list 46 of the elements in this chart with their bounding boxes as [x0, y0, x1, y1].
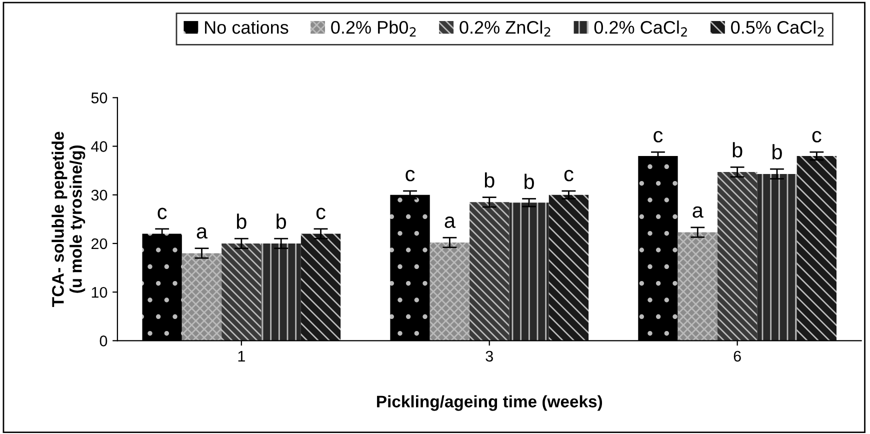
data-label: c [564, 170, 574, 182]
bar [717, 172, 758, 341]
bar [509, 202, 549, 341]
x-tick-label: 3 [486, 350, 493, 362]
data-label: b [276, 214, 286, 229]
y-tick-label: 50 [91, 92, 108, 104]
bar [796, 156, 837, 341]
bar [430, 242, 470, 341]
y-tick-label: 10 [92, 286, 108, 298]
legend-label: 0.2% ZnCl$_{2}$ [460, 20, 550, 37]
y-tick-label: 0 [100, 336, 108, 346]
data-label: a [444, 216, 456, 228]
data-label: b [236, 214, 246, 229]
legend-label: 0.2% Pb0$_{2}$ [331, 20, 416, 37]
bar [182, 253, 222, 341]
bar [390, 194, 430, 341]
y-tick-label: 40 [91, 141, 108, 152]
data-label: c [316, 208, 326, 220]
data-label: c [654, 131, 663, 142]
data-label: b [732, 142, 742, 158]
x-tick-label: 6 [734, 350, 741, 362]
y-tick-label: 30 [91, 190, 108, 201]
data-label: b [524, 174, 534, 190]
y-axis-title: TCA- soluble pepetide (u mole tyrosine/g) [52, 132, 86, 307]
bar [757, 174, 797, 341]
x-tick-label: 1 [238, 350, 245, 362]
bar [142, 234, 182, 341]
data-label: c [406, 170, 415, 182]
data-label: a [692, 206, 704, 218]
x-axis-title: Pickling/ageing time (weeks) [377, 395, 602, 411]
bar [222, 243, 262, 341]
data-label: b [772, 144, 782, 160]
bar [548, 194, 589, 341]
bar [261, 243, 301, 341]
data-label: c [812, 131, 822, 142]
bar [470, 202, 510, 341]
data-label: c [158, 208, 167, 220]
y-tick-label: 20 [92, 238, 108, 250]
bar [300, 234, 341, 341]
legend-label: 0.2% CaCl$_{2}$ [594, 20, 687, 37]
bar [638, 156, 678, 341]
bar [678, 232, 718, 341]
legend-label: No cations [205, 20, 288, 34]
data-label: a [196, 227, 208, 239]
data-label: b [484, 172, 494, 188]
legend-label: 0.5% CaCl$_{2}$ [731, 20, 824, 37]
